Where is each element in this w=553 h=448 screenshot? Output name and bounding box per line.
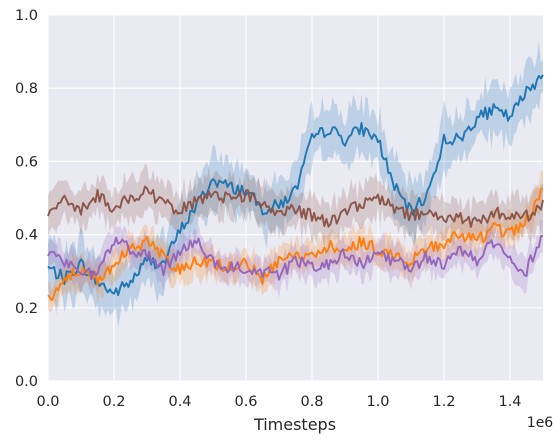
- confidence-band-1: [48, 41, 543, 329]
- x-tick-labels: 0.0 0.2 0.4 0.6 0.8 1.0 1.2 1.4: [36, 394, 521, 410]
- x-axis-label: Timesteps: [253, 415, 336, 434]
- series-line-1: [47, 74, 544, 297]
- y-tick-label: 1.0: [15, 8, 38, 24]
- x-tick-label: 0.6: [234, 394, 257, 410]
- y-tick-label: 0.6: [15, 154, 38, 170]
- x-tick-label: 0.0: [36, 394, 59, 410]
- x-axis-offset-label: 1e6: [527, 415, 553, 431]
- y-tick-label: 0.4: [15, 228, 38, 244]
- grid-lines: [47, 14, 543, 382]
- confidence-band-3: [48, 163, 543, 252]
- x-tick-label: 1.2: [432, 394, 455, 410]
- series-line-4: [47, 235, 544, 281]
- x-tick-label: 0.4: [168, 394, 191, 410]
- x-tick-label: 1.0: [366, 394, 389, 410]
- series-line-3: [47, 185, 544, 228]
- y-tick-labels: 0.0 0.2 0.4 0.6 0.8 1.0: [15, 8, 38, 390]
- x-tick-label: 0.2: [102, 394, 125, 410]
- y-tick-label: 0.2: [15, 301, 38, 317]
- y-tick-label: 0.8: [15, 81, 38, 97]
- series-line-2: [47, 187, 544, 302]
- series-lines: [47, 74, 544, 302]
- confidence-band-2: [48, 169, 543, 313]
- y-tick-label: 0.0: [15, 374, 38, 390]
- x-tick-label: 1.4: [498, 394, 521, 410]
- x-tick-label: 0.8: [300, 394, 323, 410]
